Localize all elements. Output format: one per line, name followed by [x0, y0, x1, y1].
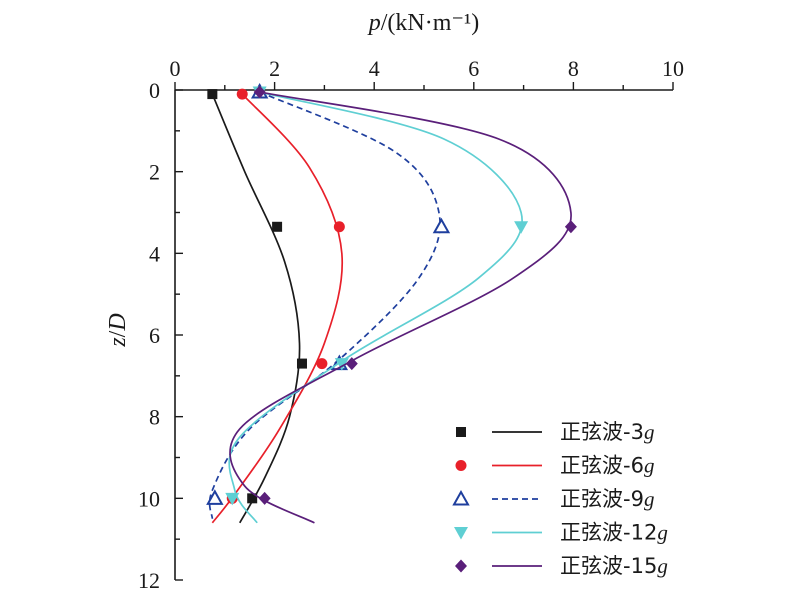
- legend-marker: [455, 559, 467, 573]
- series-line: [228, 91, 523, 524]
- series-line: [208, 91, 441, 519]
- y-tick-label: 12: [138, 568, 160, 593]
- series-1: [207, 89, 307, 524]
- data-point-marker: [225, 492, 240, 506]
- series-line: [211, 93, 344, 524]
- legend-marker: [454, 527, 468, 540]
- data-point-marker: [207, 89, 218, 100]
- data-point-marker: [296, 358, 307, 369]
- series-layer: [206, 82, 577, 524]
- data-point-marker: [514, 221, 529, 234]
- y-tick-label: 8: [149, 405, 160, 430]
- data-point-marker: [333, 221, 345, 233]
- legend-item: 正弦波-15g: [455, 554, 668, 578]
- legend-marker: [455, 460, 467, 471]
- data-point-marker: [236, 88, 248, 100]
- data-point-marker: [334, 358, 349, 371]
- legend-label: 正弦波-9g: [560, 487, 654, 511]
- data-point-marker: [253, 85, 266, 99]
- axes: 0 2 4 6 8 10 0 2 4 6 8 10 12 p/(kN·m⁻¹) z/D: [105, 10, 684, 593]
- series-5: [229, 85, 577, 524]
- legend-item: 正弦波-6g: [455, 454, 654, 478]
- y-tick-label: 2: [149, 160, 160, 185]
- y-axis-title: z/D: [105, 313, 131, 347]
- legend-item: 正弦波-12g: [454, 521, 668, 545]
- legend-marker: [456, 427, 466, 437]
- legend-item: 正弦波-9g: [452, 487, 654, 511]
- data-point-marker: [432, 217, 451, 234]
- x-tick-label: 4: [369, 56, 380, 81]
- x-tick-label: 6: [468, 56, 479, 81]
- x-tick-label: 8: [568, 56, 579, 81]
- legend-label: 正弦波-12g: [560, 521, 668, 545]
- y-tick-label: 6: [149, 323, 160, 348]
- data-point-marker: [345, 357, 358, 371]
- data-point-marker: [272, 221, 283, 232]
- y-tick-label: 4: [149, 241, 160, 266]
- legend-label: 正弦波-3g: [560, 420, 654, 444]
- x-axis-title: p/(kN·m⁻¹): [367, 10, 480, 36]
- y-tick-label: 10: [138, 486, 160, 511]
- legend: 正弦波-3g 正弦波-6g 正弦波-9g 正弦波-12g 正弦波-15g: [452, 420, 668, 578]
- data-point-marker: [564, 220, 577, 234]
- data-point-marker: [247, 493, 258, 504]
- legend-marker: [452, 489, 470, 506]
- y-tick-label: 0: [149, 78, 160, 103]
- legend-item: 正弦波-3g: [456, 420, 654, 444]
- series-2: [211, 88, 345, 524]
- x-tick-label: 2: [269, 56, 280, 81]
- data-point-marker: [316, 358, 328, 370]
- legend-label: 正弦波-6g: [560, 454, 654, 478]
- series-3: [206, 82, 451, 519]
- series-4: [225, 86, 529, 524]
- legend-label: 正弦波-15g: [560, 554, 668, 578]
- data-point-marker: [258, 491, 271, 505]
- data-point-marker: [206, 489, 224, 505]
- x-tick-label: 10: [662, 56, 684, 81]
- series-line: [211, 93, 301, 524]
- x-tick-label: 0: [170, 56, 181, 81]
- series-line: [229, 91, 572, 524]
